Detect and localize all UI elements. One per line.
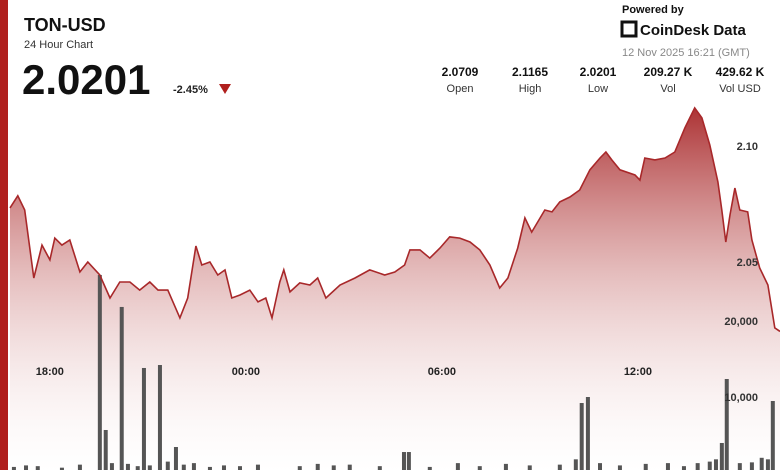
y-tick-label: 2.10 <box>737 141 758 153</box>
volume-bar <box>125 463 130 470</box>
price-line <box>9 106 780 333</box>
volume-bar <box>24 465 29 470</box>
down-arrow <box>219 84 231 94</box>
volume-bar <box>759 457 764 470</box>
volume-bar <box>585 397 590 470</box>
price: 2.0201 <box>22 56 150 103</box>
stat-label: Open <box>447 83 474 95</box>
stat-value: 429.62 K <box>716 65 765 79</box>
volume-bar <box>109 463 114 470</box>
volume-bar <box>377 466 382 470</box>
stats: 2.0709 Open 2.1165 High 2.0201 Low 209.27 K Vol… <box>442 65 765 95</box>
volume-bar <box>695 463 700 470</box>
volume-bar <box>331 465 336 470</box>
volume-bar <box>455 463 460 470</box>
volume-bar <box>297 466 302 470</box>
volume-bar <box>713 459 718 470</box>
volume-bar <box>770 400 775 470</box>
volume-bar <box>157 365 162 470</box>
brand-icon <box>620 20 638 38</box>
volume-bar <box>401 452 406 470</box>
volume-bar <box>681 466 686 470</box>
volume-bar <box>207 466 212 470</box>
volume-bar <box>165 461 170 470</box>
stat-label: Low <box>588 83 608 95</box>
powered-by: Powered by <box>622 4 685 16</box>
stat-label: Vol <box>660 83 675 95</box>
price-area <box>10 107 780 470</box>
volume-bar <box>315 463 320 470</box>
volume-bar <box>97 274 102 470</box>
volume-bar <box>477 466 482 470</box>
volume-bar <box>221 465 226 470</box>
volume-bar <box>617 465 622 470</box>
volume-bar <box>597 463 602 470</box>
volume-bar <box>77 464 82 470</box>
volume-bar <box>173 447 178 470</box>
volume-bar <box>665 463 670 470</box>
x-tick-label: 12:00 <box>624 366 652 378</box>
volume-bar <box>406 452 411 470</box>
volume-bar <box>11 466 16 470</box>
volume-bar <box>59 467 64 470</box>
y2-tick-label: 10,000 <box>724 392 758 404</box>
volume-bar <box>503 463 508 470</box>
volume-bar <box>643 463 648 470</box>
stat-value: 209.27 K <box>644 65 693 79</box>
volume-bar <box>527 465 532 470</box>
brand: CoinDesk Data <box>640 22 747 39</box>
volume-bar <box>237 466 242 470</box>
volume-bar <box>119 306 124 470</box>
volume-bar <box>719 442 724 470</box>
x-tick-label: 06:00 <box>428 366 456 378</box>
plot: 2.05 2.10 10,000 20,000 18:00 00:00 06:00 12:00 <box>9 106 780 470</box>
stat-value: 2.1165 <box>512 65 548 79</box>
volume-bar <box>724 378 729 470</box>
volume-bar <box>573 459 578 470</box>
volume-bar <box>707 461 712 470</box>
volume-bar <box>103 429 108 470</box>
stat-value: 2.0201 <box>580 65 617 79</box>
volume-bar <box>765 459 770 470</box>
volume-bar <box>737 463 742 470</box>
title: TON-USD <box>24 15 106 35</box>
volume-bar <box>749 462 754 470</box>
subtitle: 24 Hour Chart <box>24 39 93 51</box>
accent-bar <box>0 0 8 470</box>
volume-bar <box>147 465 152 470</box>
timestamp: 12 Nov 2025 16:21 (GMT) <box>622 47 750 59</box>
y-tick-label: 2.05 <box>737 257 758 269</box>
change: -2.45% <box>173 84 208 96</box>
volume-bar <box>579 403 584 470</box>
volume-bar <box>427 466 432 470</box>
stat-label: High <box>519 83 542 95</box>
y2-tick-label: 20,000 <box>724 316 758 328</box>
volume-bar <box>135 466 140 470</box>
volume-bar <box>347 464 352 470</box>
volume-bar <box>35 466 40 470</box>
volume-bar <box>255 464 260 470</box>
volume-bar <box>141 367 146 470</box>
volume-bar <box>191 463 196 470</box>
volume-bar <box>181 464 186 470</box>
stat-value: 2.0709 <box>442 65 479 79</box>
x-tick-label: 18:00 <box>36 366 64 378</box>
x-tick-label: 00:00 <box>232 366 260 378</box>
volume-bar <box>557 464 562 470</box>
stat-label: Vol USD <box>719 83 761 95</box>
